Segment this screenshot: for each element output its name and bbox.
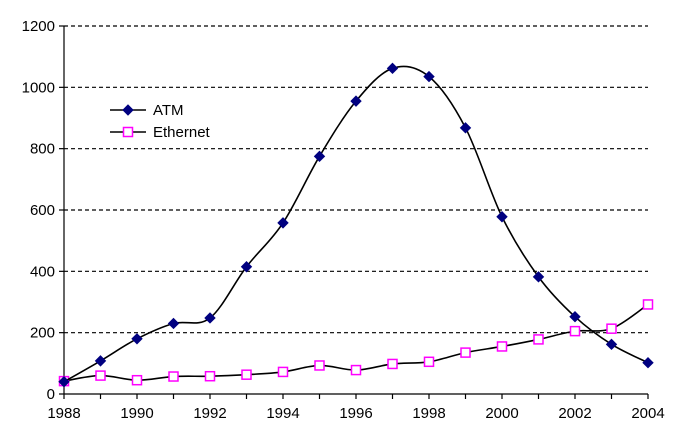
y-tick-label-1200: 1200 [22, 18, 55, 35]
y-tick-label-400: 400 [30, 263, 55, 280]
legend: ATM Ethernet [106, 96, 222, 146]
series-atm [58, 62, 654, 388]
ethernet-point-2000 [496, 341, 508, 352]
ethernet-point-1997 [387, 358, 398, 370]
x-tick-label-1992: 1992 [193, 405, 226, 422]
ethernet-point-1993 [241, 369, 252, 380]
ethernet-point-1999 [460, 347, 471, 358]
ethernet-point-1995 [314, 360, 325, 371]
ethernet-point-1998 [423, 356, 435, 368]
atm-point-2002 [569, 311, 581, 323]
atm-point-1993 [240, 261, 253, 273]
legend-marker-atm [122, 104, 134, 116]
legend-label-ethernet: Ethernet [153, 124, 211, 141]
atm-point-1992 [204, 312, 216, 324]
atm-point-2001 [532, 271, 545, 283]
ethernet-point-1996 [350, 364, 362, 376]
x-tick-label-2002: 2002 [558, 405, 591, 422]
x-tick-label-1988: 1988 [47, 405, 80, 422]
atm-point-2000 [496, 211, 508, 223]
atm-point-2003 [605, 338, 618, 351]
y-tick-label-1000: 1000 [22, 79, 55, 96]
ethernet-point-2003 [606, 323, 617, 334]
x-tick-label-1998: 1998 [412, 405, 445, 422]
atm-point-1988 [58, 376, 70, 388]
y-tick-label-0: 0 [47, 386, 55, 403]
x-tick-label-2000: 2000 [485, 405, 518, 422]
y-tick-label-200: 200 [30, 325, 55, 342]
legend-label-atm: ATM [153, 102, 184, 119]
ethernet-point-1989 [95, 370, 106, 381]
legend-marker-ethernet [122, 126, 134, 138]
x-tick-label-2004: 2004 [631, 405, 664, 422]
x-tick-label-1996: 1996 [339, 405, 372, 422]
atm-point-1990 [131, 333, 143, 345]
ethernet-point-2001 [533, 334, 544, 345]
atm-point-2004 [642, 357, 654, 369]
ethernet-point-1991 [168, 371, 179, 382]
ethernet-point-1994 [277, 366, 289, 378]
gridlines [64, 25, 648, 334]
axes: 0 200 400 600 800 1000 1200 1988 1990 1992 1994 199… [22, 18, 665, 422]
atm-point-1991 [167, 317, 180, 330]
series-layer [58, 62, 654, 388]
series-ethernet [58, 299, 654, 387]
y-tick-label-600: 600 [30, 202, 55, 219]
atm-point-1994 [277, 217, 289, 229]
atm-point-1989 [94, 355, 107, 367]
atm-point-1998 [423, 70, 435, 83]
atm-point-1996 [350, 95, 362, 107]
x-tick-label-1994: 1994 [266, 405, 299, 422]
atm-point-1995 [313, 150, 326, 163]
ethernet-point-1992 [204, 370, 216, 382]
legend-box [106, 96, 222, 146]
ethernet-point-1990 [131, 374, 143, 386]
atm-point-1999 [459, 122, 472, 134]
x-tick-label-1990: 1990 [120, 405, 153, 422]
ethernet-point-2002 [569, 325, 581, 337]
ethernet-point-2004 [642, 299, 654, 310]
atm-point-1997 [386, 62, 399, 75]
y-tick-label-800: 800 [30, 141, 55, 158]
